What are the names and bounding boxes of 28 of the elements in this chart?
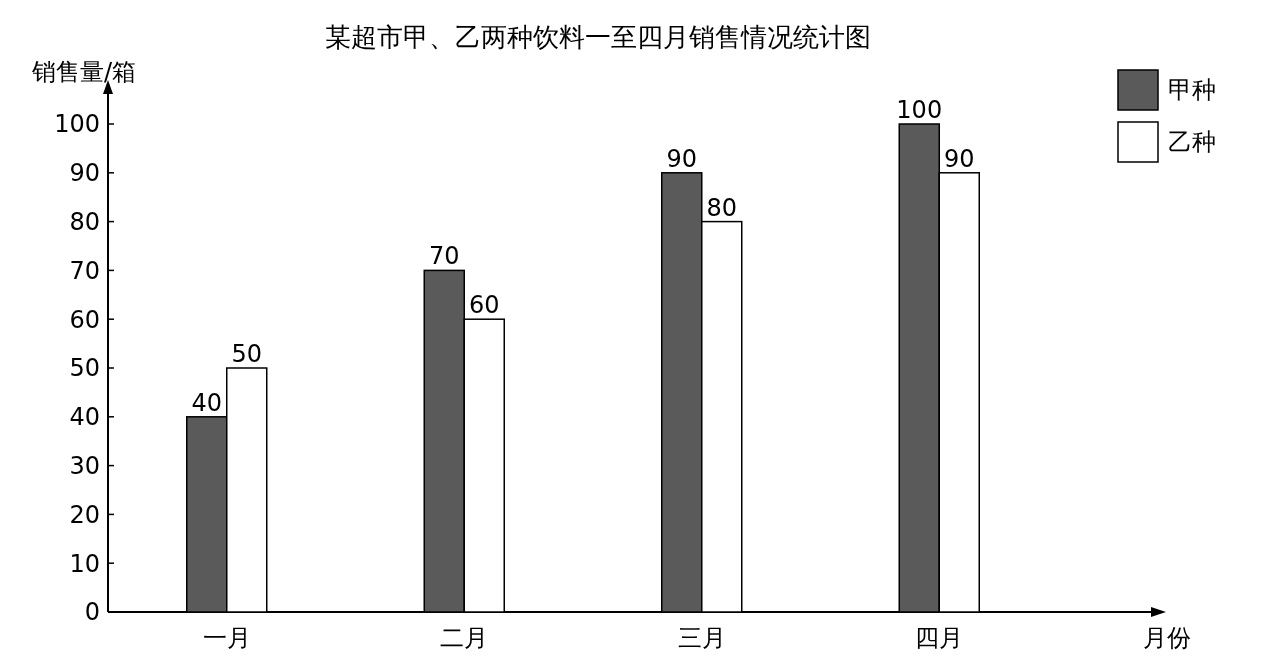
data-label: 50 (231, 340, 263, 368)
y-tick-label: 100 (54, 110, 100, 139)
x-tick-label: 四月 (915, 624, 964, 652)
y-tick-label: 10 (69, 549, 100, 578)
legend-label: 甲种 (1168, 76, 1216, 105)
y-tick-label: 40 (69, 403, 100, 432)
data-label: 40 (191, 388, 223, 417)
data-label: 100 (896, 96, 943, 124)
y-tick-label: 80 (69, 208, 100, 236)
x-tick-label: 二月 (440, 624, 489, 652)
data-label: 80 (706, 193, 738, 222)
y-tick-label: 0 (84, 598, 100, 627)
data-label: 90 (666, 144, 698, 173)
legend-label: 乙种 (1168, 128, 1216, 157)
y-tick-label: 30 (69, 452, 100, 480)
y-axis-title: 销售量/箱 (31, 58, 137, 86)
y-tick-label: 20 (69, 500, 100, 529)
data-label: 90 (943, 144, 975, 173)
data-label: 70 (428, 242, 460, 271)
x-axis-title: 月份 (1143, 624, 1191, 652)
y-tick-label: 70 (69, 256, 100, 285)
y-tick-label: 50 (69, 354, 100, 383)
x-tick-label: 三月 (677, 624, 726, 652)
x-tick-label: 一月 (202, 624, 251, 652)
data-label: 60 (468, 291, 500, 320)
y-tick-label: 90 (69, 159, 100, 188)
y-tick-label: 60 (69, 305, 100, 334)
chart-title: 某超市甲、乙两种饮料一至四月销售情况统计图 (325, 22, 871, 52)
